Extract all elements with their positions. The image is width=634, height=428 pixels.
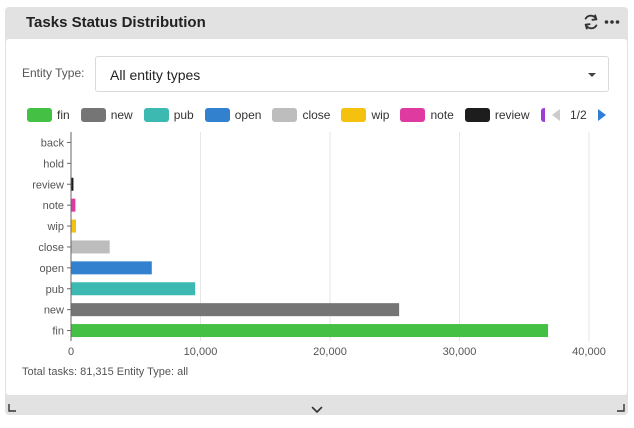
chart-legend: fin new pub open close wip note review 1/2 [6,105,627,125]
legend-item-pub[interactable]: pub [143,105,194,125]
legend-item[interactable] [540,105,545,125]
legend-viewport: fin new pub open close wip note review [27,105,545,125]
bar-wip [71,219,77,233]
legend-page-indicator: 1/2 [570,108,587,122]
x-tick-label: 40,000 [572,346,606,358]
legend-swatch [204,108,230,122]
legend-item-fin[interactable]: fin [27,105,70,125]
legend-label: wip [371,108,390,122]
bar-note [71,198,76,212]
bar-fin [71,324,549,338]
chevron-down-icon[interactable] [311,405,323,415]
legend-item-open[interactable]: open [204,105,262,125]
legend-label: close [302,108,331,122]
resize-corner-bottom-right-icon[interactable] [617,404,625,412]
x-tick-label: 20,000 [313,346,347,358]
bar-new [71,303,400,317]
category-label-review: review [32,179,64,191]
category-label-back: back [41,137,65,149]
category-label-wip: wip [46,221,64,233]
widget-body: Entity Type: All entity types fin new pub o… [6,39,627,395]
bar-pub [71,282,196,296]
legend-swatch [27,108,52,122]
entity-type-select[interactable]: All entity types [95,56,609,92]
category-label-hold: hold [43,158,64,170]
legend-item-new[interactable]: new [80,105,133,125]
more-horizontal-icon[interactable] [603,13,621,31]
x-tick-label: 30,000 [443,346,477,358]
legend-swatch [143,108,169,122]
bar-review [71,177,74,191]
category-label-pub: pub [46,284,64,296]
legend-item-close[interactable]: close [272,105,330,125]
entity-type-value: All entity types [110,67,201,83]
x-tick-label: 0 [68,346,74,358]
legend-label: review [494,108,530,122]
legend-swatch [540,108,545,122]
legend-label: open [234,108,262,122]
bar-close [71,240,110,254]
legend-swatch [80,108,106,122]
category-label-open: open [40,263,64,275]
category-label-note: note [43,200,64,212]
legend-item-note[interactable]: note [400,105,454,125]
legend-swatch [341,108,367,122]
widget-title: Tasks Status Distribution [26,14,206,31]
legend-item-review[interactable]: review [464,105,530,125]
resize-corner-bottom-left-icon[interactable] [8,404,16,412]
category-label-close: close [38,242,64,254]
legend-prev-arrow-icon[interactable] [552,109,560,121]
entity-type-label: Entity Type: [22,66,85,80]
bar-open [71,261,152,275]
legend-swatch [272,108,298,122]
category-label-new: new [44,305,64,317]
widget-header: Tasks Status Distribution [5,7,628,39]
legend-swatch [464,108,490,122]
legend-label: fin [57,108,70,122]
status-bar-chart: back hold review note wip close open pub new fin 0… [32,132,606,358]
legend-label: note [430,108,454,122]
chevron-down-icon [588,73,596,77]
legend-swatch [400,108,426,122]
x-tick-label: 10,000 [184,346,218,358]
legend-next-arrow-icon[interactable] [598,109,606,121]
legend-label: new [110,108,133,122]
legend-label: pub [173,108,194,122]
legend-item-wip[interactable]: wip [341,105,389,125]
tasks-status-widget: Tasks Status Distribution Entity Type: A… [5,7,628,415]
chart-summary: Total tasks: 81,315 Entity Type: all [22,366,189,378]
category-label-fin: fin [52,326,64,338]
legend-row: fin new pub open close wip note review [27,105,545,125]
refresh-icon[interactable] [582,13,600,31]
